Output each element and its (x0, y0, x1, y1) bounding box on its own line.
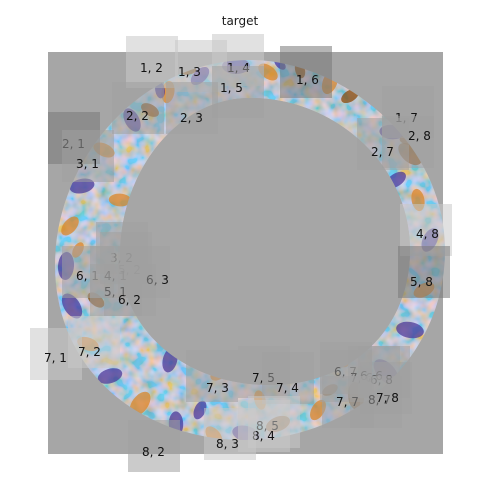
tile-label: 7, 8 (376, 391, 399, 405)
tile (68, 316, 120, 368)
tile (280, 46, 332, 98)
tile-label: 2, 3 (180, 111, 203, 125)
tile-label: 1, 6 (296, 73, 319, 87)
tile (186, 350, 238, 402)
tile (126, 36, 178, 88)
tile-label: 1, 3 (178, 65, 201, 79)
tile (104, 264, 156, 316)
tile-label: 6, 2 (118, 293, 141, 307)
tile-label: 5, 8 (410, 275, 433, 289)
tile-label: 8, 3 (216, 437, 239, 451)
tile-label: 8, 4 (252, 429, 275, 443)
tile-label: 8, 2 (142, 445, 165, 459)
tile (262, 352, 314, 404)
texture-blob (396, 321, 424, 339)
tile-label: 7, 4 (276, 381, 299, 395)
tile (204, 408, 256, 460)
tile-label: 2, 8 (408, 129, 431, 143)
texture-blob (97, 368, 123, 384)
tile-label: 3, 1 (76, 157, 99, 171)
tile (128, 420, 180, 472)
texture-blob (61, 293, 83, 319)
texture-blob (341, 88, 359, 104)
tile-label: 2, 2 (126, 109, 149, 123)
texture-blob (310, 399, 326, 421)
tile (166, 82, 218, 134)
texture-blob (61, 216, 79, 236)
tile (360, 362, 412, 414)
tile-label: 4, 8 (416, 227, 439, 241)
tile (212, 66, 264, 118)
tile-label: 7, 1 (44, 351, 67, 365)
tile (112, 82, 164, 134)
tile (357, 118, 409, 170)
tile-label: 7, 3 (206, 381, 229, 395)
texture-blob (129, 391, 151, 417)
tile-label: 7, 2 (78, 345, 101, 359)
tile-label: 1, 5 (220, 81, 243, 95)
tile (62, 130, 114, 182)
tile-label: 2, 7 (371, 145, 394, 159)
plot-title: target (221, 14, 259, 28)
texture-blob (193, 400, 207, 420)
tile (398, 246, 450, 298)
texture-blob (108, 193, 132, 207)
tile-label: 1, 2 (140, 61, 163, 75)
texture-blob (69, 178, 95, 194)
